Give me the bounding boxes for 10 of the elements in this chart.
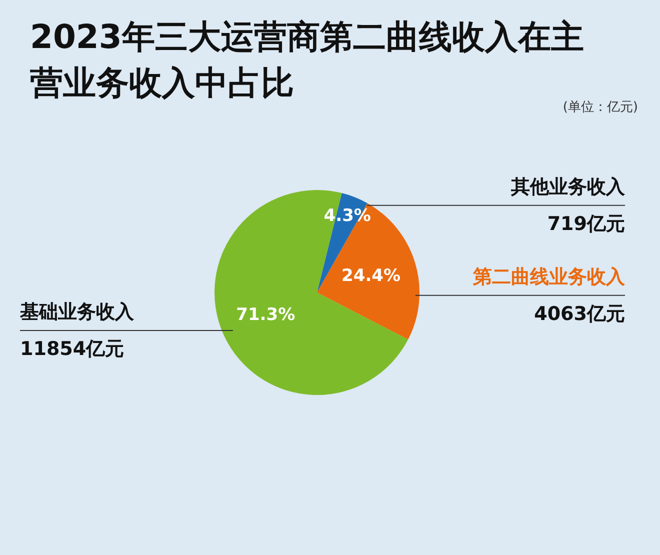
slice-label: 第二曲线业务收入: [472, 266, 626, 288]
chart-title: 2023年三大运营商第二曲线收入在主营业务收入中占比: [30, 17, 584, 102]
slice-label: 其他业务收入: [510, 176, 626, 198]
text: 719亿元: [547, 212, 625, 235]
data-label: 71.3%: [236, 305, 296, 326]
slice-label: 基础业务收入: [19, 300, 135, 323]
text: 11854亿元: [20, 338, 124, 360]
text: (单位：亿元): [562, 99, 638, 116]
data-label: 24.4%: [342, 266, 401, 286]
text: 4063亿元: [534, 302, 625, 325]
